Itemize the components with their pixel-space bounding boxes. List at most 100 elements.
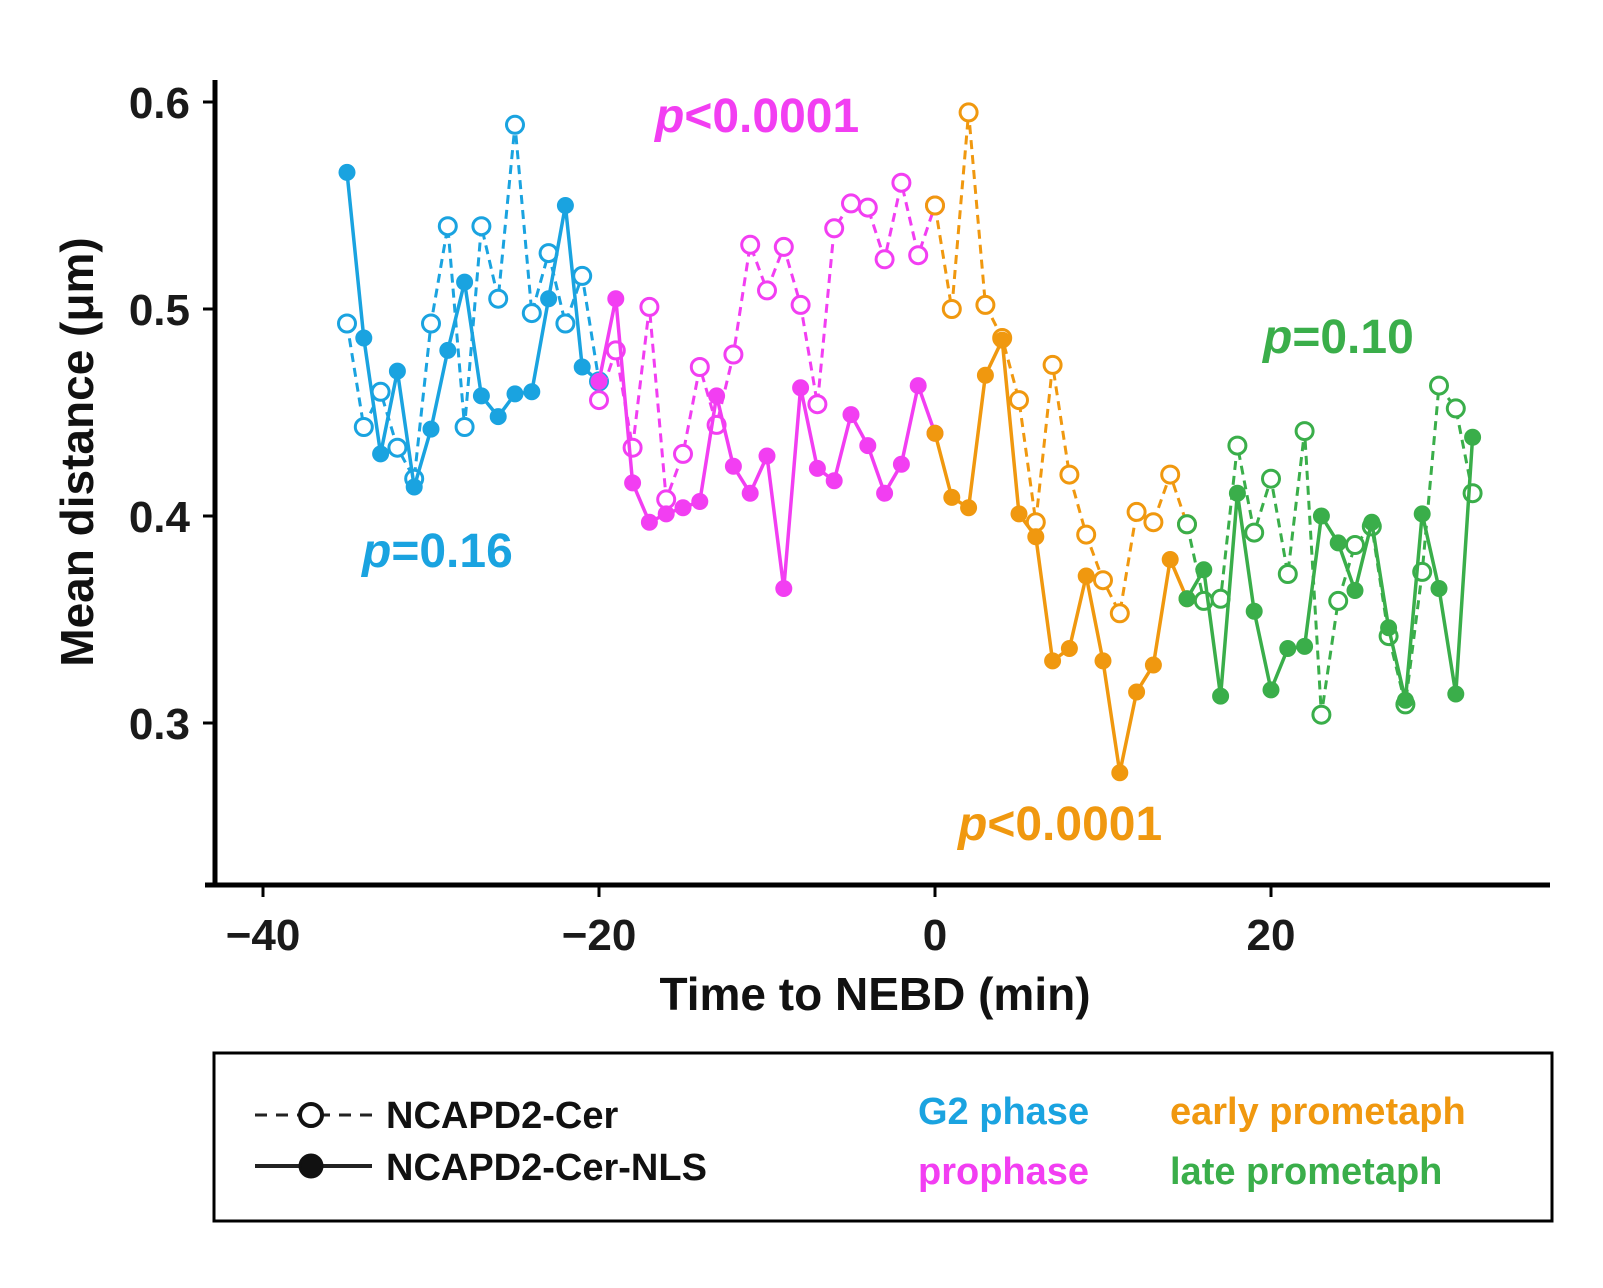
ncapd2-cer-point: [639, 296, 660, 317]
ncapd2-cer-nls-point: [1296, 637, 1314, 655]
ncapd2-cer-nls-point: [1396, 691, 1414, 709]
ncapd2-cer-nls-point: [1027, 528, 1045, 546]
legend-label-ncapd2-cer: NCAPD2-Cer: [386, 1095, 618, 1137]
legend-label-ncapd2-cer-nls: NCAPD2-Cer-NLS: [386, 1147, 707, 1189]
ncapd2-cer-nls-point: [842, 406, 860, 424]
ncapd2-cer-nls-point: [1430, 580, 1448, 597]
ncapd2-cer-nls-point: [590, 372, 608, 390]
ncapd2-cer-point: [572, 265, 593, 286]
ncapd2-cer-nls-line-2: [933, 338, 1189, 775]
ncapd2-cer-point: [353, 417, 374, 437]
ncapd2-cer-nls-point: [1128, 683, 1146, 701]
ncapd2-cer-nls-point: [472, 387, 490, 405]
ncapd2-cer-point: [471, 216, 492, 237]
ncapd2-cer-point: [874, 249, 895, 270]
ncapd2-cer-nls-point: [1212, 687, 1230, 705]
ncapd2-cer-nls-point: [1111, 764, 1129, 782]
legend-phase-late-prometaph: late prometaph: [1170, 1151, 1442, 1193]
legend-phase-early-prometaph: early prometaph: [1170, 1091, 1466, 1133]
ncapd2-cer-nls-point: [943, 488, 961, 506]
ncapd2-cer-point: [387, 437, 408, 458]
ncapd2-cer-point: [689, 357, 710, 377]
ncapd2-cer-nls-point: [708, 387, 726, 405]
ncapd2-cer-nls-point: [1380, 619, 1398, 637]
ncapd2-cer-point: [1076, 524, 1097, 545]
ncapd2-cer-nls-point: [825, 472, 843, 490]
ncapd2-cer-nls-point: [1413, 505, 1431, 523]
ncapd2-cer-point: [1109, 603, 1130, 624]
series-layer: [337, 102, 1483, 782]
ncapd2-cer-point: [925, 195, 945, 216]
ncapd2-cer-point: [622, 437, 643, 458]
ncapd2-cer-point: [908, 245, 929, 266]
ncapd2-cer-nls-point: [1178, 590, 1196, 608]
ncapd2-cer-nls-point: [338, 163, 356, 181]
ncapd2-cer-point: [857, 197, 878, 218]
ncapd2-cer-nls-point: [1447, 685, 1465, 703]
pvalue-late-prometaph: p=0.10: [1261, 311, 1414, 364]
ncapd2-cer-point: [1059, 464, 1080, 485]
ncapd2-cer-point: [1126, 501, 1147, 522]
ncapd2-cer-nls-point: [607, 290, 625, 308]
ncapd2-cer-nls-point: [1262, 681, 1280, 699]
ncapd2-cer-nls-point: [1195, 561, 1213, 579]
ncapd2-cer-nls-point: [1329, 534, 1347, 552]
ncapd2-cer-nls-point: [1094, 652, 1112, 670]
ncapd2-cer-point: [337, 313, 357, 334]
ncapd2-cer-nls-point: [758, 447, 776, 465]
legend: NCAPD2-Cer NCAPD2-Cer-NLS G2 phase proph…: [212, 1051, 1554, 1223]
ncapd2-cer-nls-point: [540, 290, 558, 308]
ncapd2-cer-line-3: [1185, 384, 1475, 717]
y-axis-title: Mean distance (μm): [51, 237, 103, 666]
legend-open-marker-icon: [298, 1102, 324, 1128]
ncapd2-cer-point: [1177, 514, 1197, 535]
ncapd2-cer-nls-point: [1363, 513, 1381, 531]
ncapd2-cer-point: [790, 294, 811, 315]
ncapd2-cer-nls-point: [624, 474, 642, 492]
ncapd2-cer-nls-point: [506, 385, 524, 403]
y-tick-label: 0.3: [129, 700, 190, 749]
ncapd2-cer-nls-point: [909, 377, 927, 395]
ncapd2-cer-point: [941, 299, 962, 319]
ncapd2-cer-point: [773, 236, 794, 257]
ncapd2-cer-point: [891, 172, 912, 193]
ncapd2-cer-nls-point: [1144, 656, 1162, 674]
ncapd2-cer-point: [1311, 704, 1332, 725]
ncapd2-cer-point: [1277, 564, 1298, 584]
y-tick-label: 0.6: [129, 79, 190, 128]
ticks: −40 −20 0 20 0.3 0.4 0.5 0.6: [129, 79, 1296, 960]
ncapd2-cer-point: [824, 218, 845, 239]
ncapd2-cer-point: [1227, 435, 1248, 456]
ncapd2-cer-nls-point: [808, 459, 826, 477]
ncapd2-cer-nls-point: [892, 455, 910, 473]
ncapd2-cer-nls-point: [1161, 551, 1179, 568]
ncapd2-cer-nls-point: [372, 445, 390, 463]
ncapd2-cer-point: [958, 102, 979, 123]
ncapd2-cer-point: [1009, 390, 1029, 411]
ncapd2-cer-nls-point: [691, 493, 709, 510]
ncapd2-cer-point: [1261, 468, 1281, 489]
ncapd2-cer-nls-point: [926, 424, 944, 442]
ncapd2-cer-nls-point: [1279, 640, 1297, 657]
ncapd2-cer-point: [1244, 522, 1265, 543]
ncapd2-cer-nls-point: [1060, 640, 1078, 657]
ncapd2-cer-point: [1462, 483, 1483, 504]
legend-phase-prophase: prophase: [918, 1151, 1089, 1193]
ncapd2-cer-nls-point: [1044, 652, 1062, 670]
ncapd2-cer-point: [975, 294, 996, 315]
ncapd2-cer-nls-point: [1010, 505, 1028, 523]
ncapd2-cer-nls-point: [1464, 428, 1482, 446]
ncapd2-cer-nls-point: [657, 505, 675, 523]
ncapd2-cer-point: [841, 193, 861, 214]
pvalue-prophase: p<0.0001: [653, 90, 859, 143]
ncapd2-cer-nls-point: [573, 358, 591, 376]
axes: [205, 80, 1550, 888]
ncapd2-cer-point: [723, 344, 744, 365]
ncapd2-cer-nls-point: [556, 197, 574, 214]
ncapd2-cer-nls-point: [439, 341, 457, 359]
ncapd2-cer-point: [488, 288, 509, 309]
ncapd2-cer-nls-point: [1077, 567, 1095, 585]
ncapd2-cer-point: [521, 303, 542, 324]
ncapd2-cer-point: [437, 216, 458, 237]
